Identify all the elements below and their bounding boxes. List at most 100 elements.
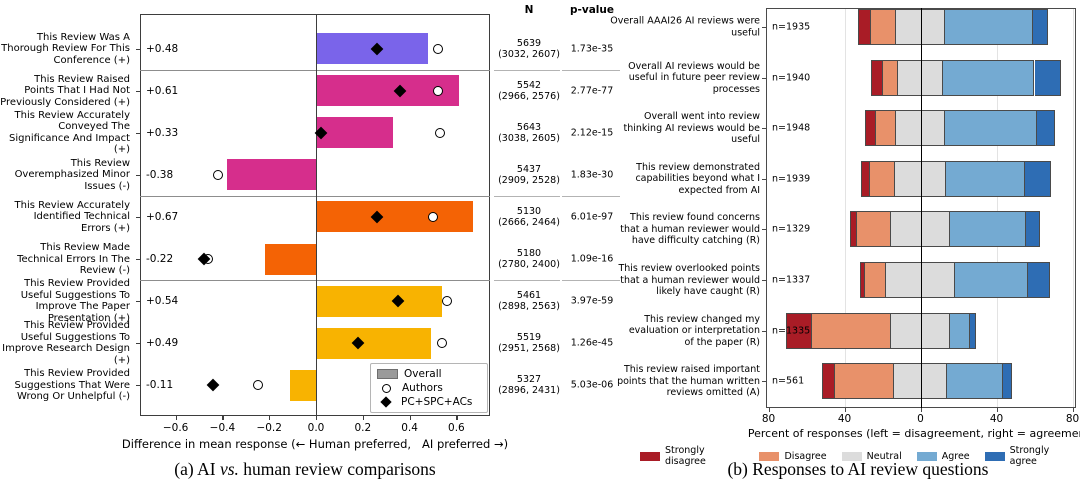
overall-bar — [227, 159, 316, 191]
segment-strongly-agree — [1037, 110, 1056, 147]
overall-bar — [264, 243, 316, 275]
segment-disagree — [875, 110, 896, 147]
segment-strongly-disagree — [865, 110, 876, 147]
y-tick — [762, 27, 766, 28]
x-tick — [996, 408, 998, 412]
n-count-label: n=1940 — [772, 72, 811, 84]
legend-item-label: PC+SPC+ACs — [401, 396, 473, 408]
segment-agree — [950, 211, 1027, 248]
x-tick-label: 40 — [837, 413, 852, 425]
plot-frame — [140, 14, 490, 416]
p-value-cell: 6.01e-97 — [570, 211, 614, 223]
segment-neutral — [897, 59, 944, 96]
y-tick — [762, 229, 766, 231]
value-label: +0.49 — [146, 337, 179, 350]
row-label: This Review Provided Useful Suggestions … — [20, 278, 130, 324]
likert-legend: Strongly disagree Disagree Neutral Agree Str… — [640, 445, 1076, 467]
x-tick — [456, 416, 458, 420]
segment-agree — [945, 9, 1033, 45]
segment-disagree — [864, 262, 886, 298]
legend-swatch-disagree — [759, 451, 780, 461]
segment-agree — [955, 262, 1029, 298]
value-label: -0.11 — [146, 379, 174, 392]
gridline — [996, 8, 998, 408]
x-axis-label: Difference in mean response (← Human pre… — [121, 437, 509, 451]
value-label: +0.61 — [146, 84, 179, 97]
overall-bar — [316, 117, 394, 149]
row-label: This Review Made Technical Errors In The… — [17, 241, 130, 276]
legend-authors-marker — [382, 383, 391, 393]
row-label: This Review Accurately Identified Techni… — [14, 199, 130, 234]
n-cell: 5643 (3038, 2605) — [498, 121, 560, 144]
group-separator — [140, 195, 490, 197]
segment-disagree — [870, 160, 895, 197]
value-label: +0.33 — [146, 126, 179, 139]
x-tick — [768, 408, 770, 412]
p-value-cell: 2.12e-15 — [570, 127, 614, 139]
segment-strongly-disagree — [860, 160, 871, 197]
segment-agree — [946, 160, 1025, 197]
group-separator-n-col — [494, 280, 560, 282]
legend-item-label: Agree — [941, 450, 970, 462]
value-label: +0.67 — [146, 210, 179, 223]
x-tick-label: 40 — [989, 413, 1004, 425]
zero-line — [920, 8, 922, 408]
group-separator-n-col — [494, 195, 560, 197]
figure-b-likert-chart: Overall AAAI26 AI reviews were useful n=1… — [610, 0, 1080, 493]
p-value-column-header: p-value — [570, 4, 614, 16]
segment-strongly-disagree — [857, 9, 872, 45]
group-separator-p-col — [562, 195, 620, 197]
row-label: This review raised important points that… — [617, 363, 760, 398]
y-tick — [136, 385, 140, 387]
p-value-cell: 5.03e-06 — [570, 379, 614, 391]
legend-item: Strongly disagree — [640, 445, 744, 467]
row-label: This Review Overemphasized Minor Issues … — [14, 157, 130, 192]
caption-a-italic: vs. — [219, 459, 239, 479]
segment-strongly-disagree — [860, 262, 865, 298]
legend-item: PC+SPC+ACs — [377, 395, 481, 409]
group-separator-p-col — [562, 280, 620, 282]
legend-item: Neutral — [841, 451, 902, 462]
segment-strongly-disagree — [785, 312, 813, 349]
n-cell: 5461 (2898, 2563) — [498, 290, 560, 313]
legend-swatch-neutral — [841, 451, 862, 461]
n-count-label: n=1329 — [772, 223, 811, 235]
y-tick — [136, 48, 140, 50]
value-label: -0.38 — [146, 168, 174, 181]
legend-item-label: Authors — [402, 382, 443, 394]
x-tick — [362, 416, 364, 420]
segment-agree — [943, 59, 1035, 96]
overall-bar — [290, 369, 316, 401]
y-tick — [136, 216, 140, 218]
authors-marker — [435, 127, 446, 138]
group-separator — [140, 280, 490, 282]
segment-strongly-agree — [1028, 262, 1051, 298]
row-label: Overall AI reviews would be useful in fu… — [628, 60, 760, 95]
y-tick — [762, 77, 766, 79]
authors-marker — [432, 43, 443, 54]
n-cell: 5519 (2951, 2568) — [498, 332, 560, 355]
y-tick — [136, 259, 140, 260]
y-tick — [136, 90, 140, 92]
x-tick — [844, 408, 846, 412]
segment-agree — [949, 312, 970, 349]
row-label: This review found concerns that a human … — [620, 212, 760, 247]
row-label: This Review Was A Thorough Review For Th… — [1, 31, 130, 66]
legend-pc-marker — [380, 396, 392, 408]
n-count-label: n=1337 — [772, 274, 811, 286]
x-tick — [316, 416, 318, 420]
p-value-cell: 1.26e-45 — [570, 337, 614, 349]
x-axis-label: Percent of responses (left = disagreemen… — [747, 427, 1080, 440]
segment-neutral — [894, 160, 947, 197]
legend-swatch-agree — [916, 451, 937, 461]
authors-marker — [442, 296, 453, 307]
segment-strongly-disagree — [822, 363, 836, 400]
segment-strongly-disagree — [871, 59, 884, 96]
x-tick-label: 80 — [761, 413, 776, 425]
segment-disagree — [883, 59, 898, 96]
value-label: +0.48 — [146, 42, 179, 55]
segment-neutral — [895, 9, 946, 45]
n-cell: 5639 (3032, 2607) — [498, 37, 560, 60]
